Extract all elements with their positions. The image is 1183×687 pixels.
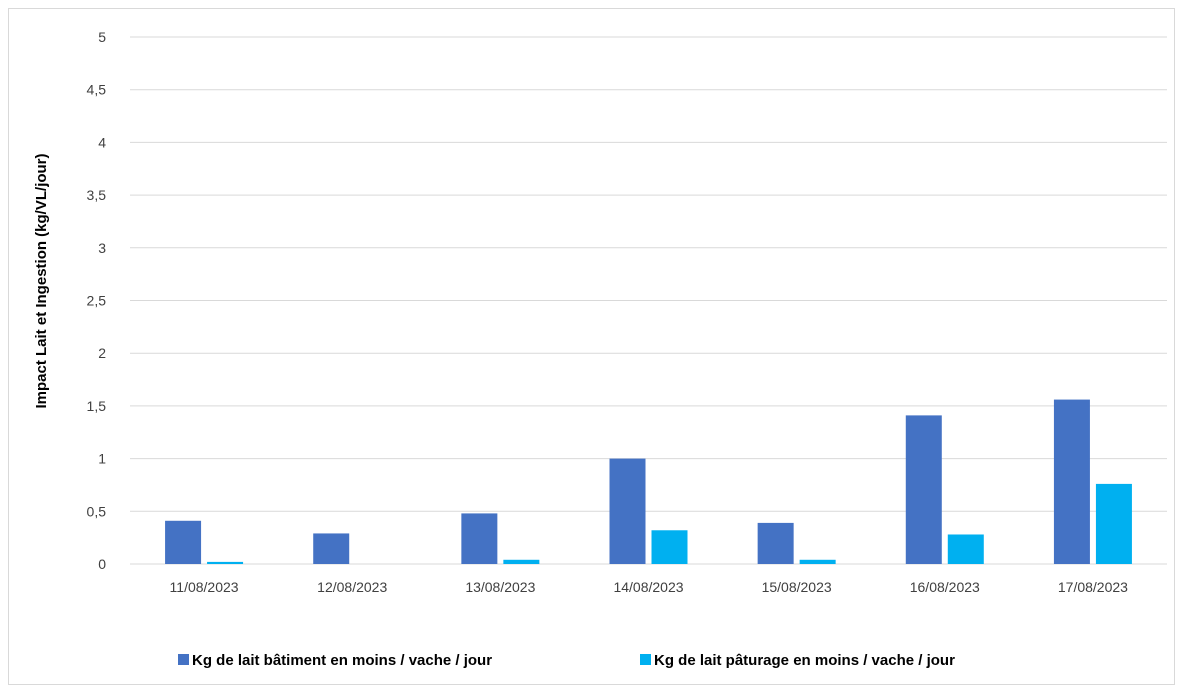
y-tick-label: 0,5 bbox=[87, 503, 107, 519]
legend: Kg de lait bâtiment en moins / vache / j… bbox=[178, 652, 955, 669]
bar-series-2-14/08/2023 bbox=[651, 530, 688, 564]
legend-label-2: Kg de lait pâturage en moins / vache / j… bbox=[654, 652, 955, 669]
y-tick-label: 1 bbox=[98, 451, 106, 467]
bar-series-2-16/08/2023 bbox=[947, 534, 984, 564]
x-tick-label: 16/08/2023 bbox=[910, 579, 980, 595]
y-tick-label: 5 bbox=[98, 29, 106, 45]
bar-series-1-14/08/2023 bbox=[609, 458, 646, 564]
bar-series-2-13/08/2023 bbox=[503, 559, 540, 564]
bar-series-1-17/08/2023 bbox=[1053, 399, 1090, 564]
bar-series-1-15/08/2023 bbox=[757, 522, 794, 564]
legend-swatch-1 bbox=[178, 654, 189, 665]
y-tick-label: 0 bbox=[98, 556, 106, 572]
y-tick-label: 3 bbox=[98, 240, 106, 256]
y-tick-label: 4 bbox=[98, 134, 106, 150]
x-axis-ticks: 11/08/2023 12/08/2023 13/08/2023 14/08/2023… bbox=[170, 579, 1129, 595]
y-tick-label: 1,5 bbox=[87, 398, 107, 414]
y-tick-label: 2 bbox=[98, 345, 106, 361]
y-axis-ticks: 0 0,5 1 1,5 2 2,5 3 3,5 4 4,5 5 bbox=[87, 29, 107, 572]
y-axis-title: Impact Lait et Ingestion (kg/VL/jour) bbox=[33, 153, 50, 408]
chart-frame bbox=[8, 8, 1175, 685]
bar-series-1-11/08/2023 bbox=[165, 520, 202, 564]
y-tick-label: 4,5 bbox=[87, 82, 107, 98]
x-tick-label: 17/08/2023 bbox=[1058, 579, 1128, 595]
y-tick-label: 3,5 bbox=[87, 187, 107, 203]
y-tick-label: 2,5 bbox=[87, 293, 107, 309]
bar-series-2-15/08/2023 bbox=[799, 559, 836, 564]
bar-series-1-13/08/2023 bbox=[461, 513, 498, 564]
bar-series-2-17/08/2023 bbox=[1095, 483, 1132, 564]
bar-series-1-12/08/2023 bbox=[313, 533, 350, 564]
legend-swatch-2 bbox=[640, 654, 651, 665]
bar-series-1-16/08/2023 bbox=[905, 415, 942, 564]
x-tick-label: 11/08/2023 bbox=[170, 579, 239, 595]
bar-series-2-11/08/2023 bbox=[207, 561, 244, 564]
x-tick-label: 15/08/2023 bbox=[762, 579, 832, 595]
x-tick-label: 14/08/2023 bbox=[613, 579, 683, 595]
gridlines bbox=[130, 36, 1167, 565]
bars bbox=[165, 399, 1132, 564]
x-tick-label: 12/08/2023 bbox=[317, 579, 387, 595]
legend-label-1: Kg de lait bâtiment en moins / vache / j… bbox=[192, 652, 492, 669]
x-tick-label: 13/08/2023 bbox=[465, 579, 535, 595]
